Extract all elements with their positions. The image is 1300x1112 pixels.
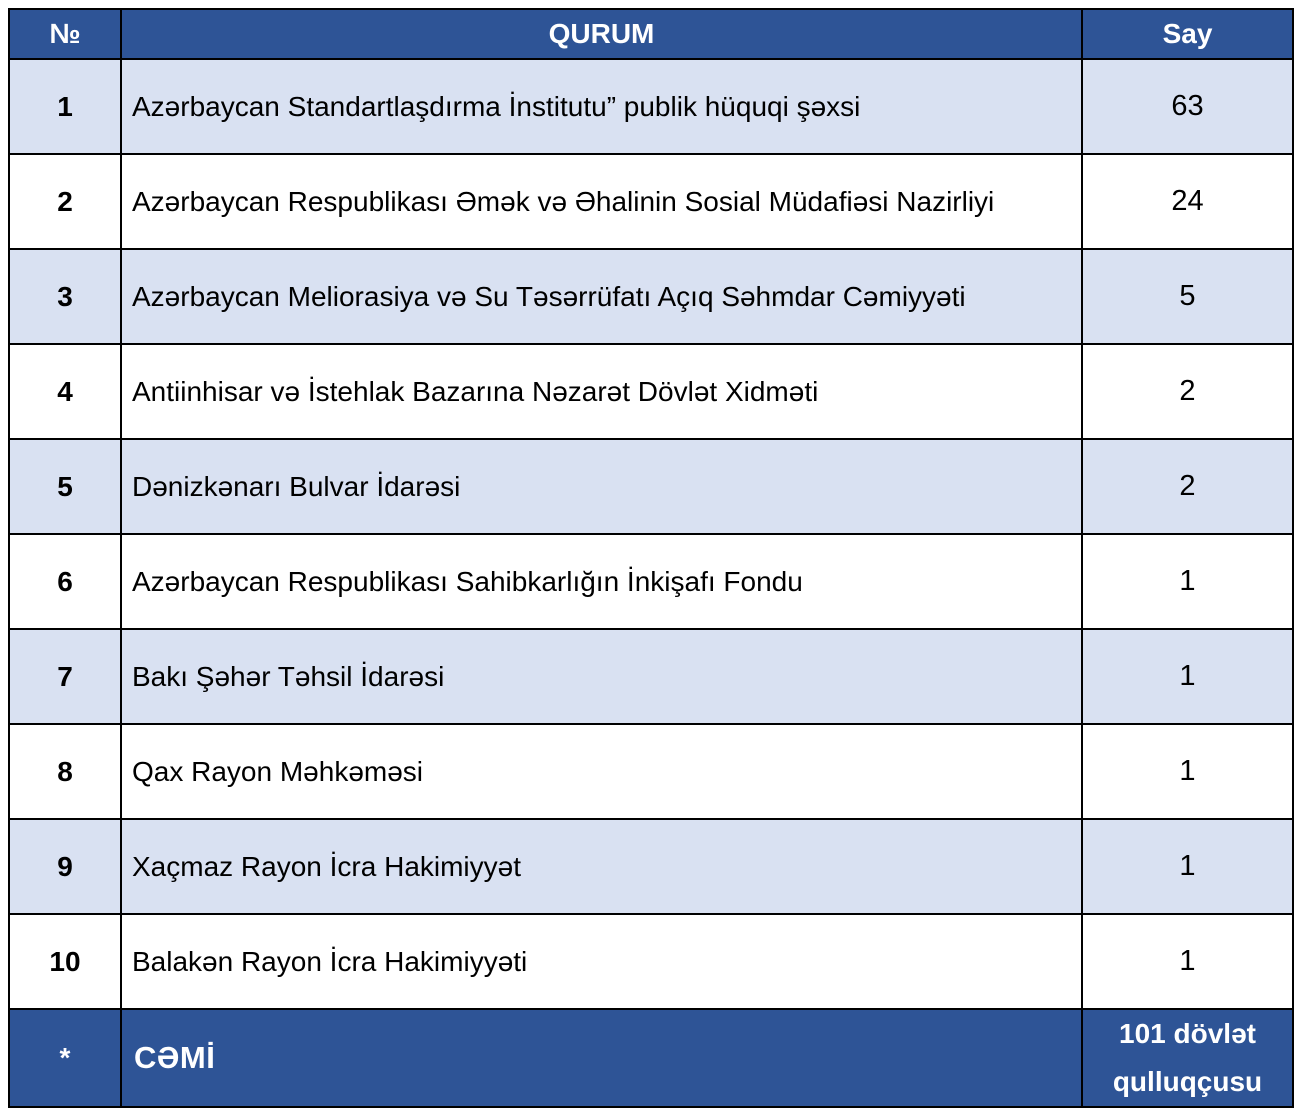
row-number: 6 xyxy=(8,533,122,630)
say-count: 1 xyxy=(1081,723,1294,820)
say-count: 2 xyxy=(1081,343,1294,440)
header-row: № QURUM Say xyxy=(8,8,1294,60)
row-number: 3 xyxy=(8,248,122,345)
table-row: 7 Bakı Şəhər Təhsil İdarəsi 1 xyxy=(8,628,1294,725)
total-label: CƏMİ xyxy=(120,1007,1083,1109)
table-header: № QURUM Say xyxy=(8,8,1294,60)
qurum-name: Bakı Şəhər Təhsil İdarəsi xyxy=(120,628,1083,725)
table-row: 3 Azərbaycan Meliorasiya və Su Təsərrüfa… xyxy=(8,248,1294,345)
table-row: 1 Azərbaycan Standartlaşdırma İnstitutu”… xyxy=(8,58,1294,155)
column-header-qurum: QURUM xyxy=(120,8,1083,60)
say-count: 1 xyxy=(1081,533,1294,630)
qurum-name: Qax Rayon Məhkəməsi xyxy=(120,723,1083,820)
qurum-name: Dənizkənarı Bulvar İdarəsi xyxy=(120,438,1083,535)
qurum-name: Antiinhisar və İstehlak Bazarına Nəzarət… xyxy=(120,343,1083,440)
table-row: 8 Qax Rayon Məhkəməsi 1 xyxy=(8,723,1294,820)
table-footer: * CƏMİ 101 dövlət qulluqçusu xyxy=(8,1007,1294,1109)
qurum-table: № QURUM Say 1 Azərbaycan Standartlaşdırm… xyxy=(8,8,1294,1109)
say-count: 1 xyxy=(1081,818,1294,915)
table-row: 5 Dənizkənarı Bulvar İdarəsi 2 xyxy=(8,438,1294,535)
say-count: 63 xyxy=(1081,58,1294,155)
qurum-name: Azərbaycan Standartlaşdırma İnstitutu” p… xyxy=(120,58,1083,155)
row-number: 2 xyxy=(8,153,122,250)
qurum-name: Azərbaycan Meliorasiya və Su Təsərrüfatı… xyxy=(120,248,1083,345)
qurum-name: Azərbaycan Respublikası Sahibkarlığın İn… xyxy=(120,533,1083,630)
total-value: 101 dövlət qulluqçusu xyxy=(1081,1007,1294,1109)
table-row: 4 Antiinhisar və İstehlak Bazarına Nəzar… xyxy=(8,343,1294,440)
qurum-name: Xaçmaz Rayon İcra Hakimiyyət xyxy=(120,818,1083,915)
qurum-name: Balakən Rayon İcra Hakimiyyəti xyxy=(120,913,1083,1010)
say-count: 2 xyxy=(1081,438,1294,535)
row-number: 4 xyxy=(8,343,122,440)
table-row: 9 Xaçmaz Rayon İcra Hakimiyyət 1 xyxy=(8,818,1294,915)
row-number: 5 xyxy=(8,438,122,535)
column-header-num: № xyxy=(8,8,122,60)
qurum-name: Azərbaycan Respublikası Əmək və Əhalinin… xyxy=(120,153,1083,250)
column-header-say: Say xyxy=(1081,8,1294,60)
row-number: 9 xyxy=(8,818,122,915)
say-count: 1 xyxy=(1081,628,1294,725)
row-number: 1 xyxy=(8,58,122,155)
say-count: 5 xyxy=(1081,248,1294,345)
total-row-marker: * xyxy=(8,1007,122,1109)
table-row: 10 Balakən Rayon İcra Hakimiyyəti 1 xyxy=(8,913,1294,1010)
table-row: 2 Azərbaycan Respublikası Əmək və Əhalin… xyxy=(8,153,1294,250)
say-count: 24 xyxy=(1081,153,1294,250)
row-number: 7 xyxy=(8,628,122,725)
total-row: * CƏMİ 101 dövlət qulluqçusu xyxy=(8,1007,1294,1109)
row-number: 8 xyxy=(8,723,122,820)
table-row: 6 Azərbaycan Respublikası Sahibkarlığın … xyxy=(8,533,1294,630)
row-number: 10 xyxy=(8,913,122,1010)
say-count: 1 xyxy=(1081,913,1294,1010)
table-body: 1 Azərbaycan Standartlaşdırma İnstitutu”… xyxy=(8,58,1294,1010)
